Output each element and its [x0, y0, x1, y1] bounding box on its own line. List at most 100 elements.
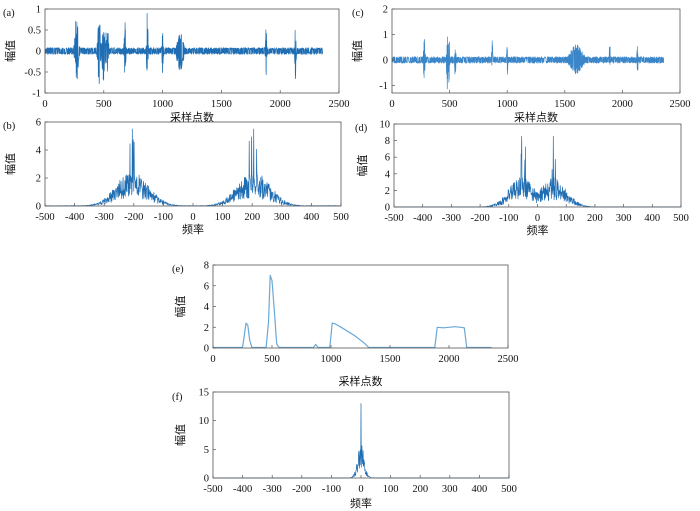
x-tick-label: 0	[389, 99, 394, 110]
y-tick-label: 2	[383, 5, 388, 16]
x-tick-label: 300	[616, 213, 632, 224]
y-axis-label: 幅值	[351, 40, 364, 62]
x-tick-label: 1500	[554, 99, 575, 110]
y-tick-label: 0	[383, 55, 388, 66]
x-axis-label: 采样点数	[514, 110, 558, 124]
y-tick-label: 10	[380, 120, 391, 131]
y-tick-label: 0	[204, 344, 209, 355]
axes-frame	[391, 8, 681, 94]
panel-label: (e)	[172, 264, 184, 275]
x-tick-label: 500	[442, 99, 458, 110]
x-tick-label: -200	[292, 484, 311, 495]
x-tick-label: 200	[244, 212, 260, 223]
y-tick-label: 1	[383, 30, 388, 41]
x-tick-label: -300	[442, 213, 461, 224]
series-line-c	[391, 36, 665, 90]
x-tick-label: 200	[587, 213, 603, 224]
x-tick-label: 0	[535, 213, 540, 224]
x-tick-label: 1500	[380, 354, 401, 365]
y-tick-label: 5	[204, 445, 209, 456]
x-tick-label: -400	[413, 213, 432, 224]
y-tick-label: 0	[36, 202, 41, 213]
panel-b: -500 -400 -300 -200 -100 0 100 200 300 400 500 0 2 4 6…	[3, 118, 349, 237]
x-axis-label: 频率	[350, 496, 372, 510]
series-line-f	[212, 403, 510, 479]
x-tick-label: -100	[322, 484, 341, 495]
x-tick-label: 0	[210, 354, 215, 365]
y-tick-label: 0	[204, 474, 209, 485]
y-axis-label: 幅值	[4, 40, 17, 62]
y-tick-label: 6	[204, 281, 209, 292]
x-tick-label: -300	[95, 212, 114, 223]
x-tick-label: 1500	[211, 99, 232, 110]
series-line-b	[44, 128, 342, 207]
y-tick-label: 4	[385, 169, 391, 180]
x-tick-label: 500	[96, 99, 112, 110]
x-axis-label: 采样点数	[339, 374, 383, 388]
x-tick-label: 500	[501, 484, 517, 495]
x-tick-label: 2000	[439, 354, 460, 365]
x-axis-label: 采样点数	[170, 110, 214, 124]
y-tick-label: -0.5	[24, 68, 41, 79]
axes-frame	[212, 264, 509, 349]
panel-f: -500 -400 -300 -200 -100 0 100 200 300 400 500 0 5 10…	[172, 388, 517, 511]
x-tick-label: 0	[358, 484, 363, 495]
x-axis-label: 频率	[527, 223, 549, 237]
panel-label: (b)	[3, 121, 16, 132]
y-tick-label: 0.5	[28, 26, 41, 37]
x-tick-label: -500	[384, 213, 403, 224]
x-tick-label: 400	[472, 484, 488, 495]
x-tick-label: -400	[233, 484, 252, 495]
x-tick-label: 1000	[152, 99, 173, 110]
x-tick-label: -200	[470, 213, 489, 224]
y-tick-label: 15	[199, 388, 210, 399]
panel-d: -500 -400 -300 -200 -100 0 100 200 300 400 500 0 2 4 6…	[355, 120, 689, 238]
x-axis-label: 频率	[182, 222, 204, 236]
x-tick-label: 0	[42, 99, 47, 110]
y-tick-label: 8	[204, 261, 209, 272]
y-axis-label: 幅值	[174, 424, 187, 446]
x-tick-label: 1000	[321, 354, 342, 365]
series-line-e	[213, 274, 492, 349]
y-tick-label: 2	[204, 323, 209, 334]
panel-e: 0 500 1000 1500 2000 2500 0 2 4 6 8 (e) 采样点数 幅值	[172, 261, 519, 389]
x-tick-label: -100	[499, 213, 518, 224]
x-tick-label: 400	[644, 213, 660, 224]
y-axis-label: 幅值	[356, 155, 369, 177]
panel-label: (f)	[172, 392, 183, 403]
x-tick-label: 500	[264, 354, 280, 365]
panel-label: (a)	[3, 8, 15, 19]
y-axis-label: 幅值	[174, 296, 187, 318]
x-tick-label: 500	[673, 213, 689, 224]
x-tick-label: 500	[333, 212, 349, 223]
x-tick-label: 2500	[329, 99, 350, 110]
series-line-a	[44, 12, 323, 84]
x-tick-label: -500	[203, 484, 222, 495]
y-tick-label: 0	[36, 47, 41, 58]
x-tick-label: 100	[558, 213, 574, 224]
y-tick-label: 6	[36, 118, 41, 129]
panel-a: 0 500 1000 1500 2000 2500 -1 -0.5 0 0.5 1 (a) 采样点数 幅值	[3, 5, 350, 125]
y-tick-label: 2	[385, 186, 390, 197]
x-tick-label: 2500	[670, 99, 691, 110]
x-tick-label: 300	[442, 484, 458, 495]
y-tick-label: -1	[32, 89, 41, 100]
x-tick-label: 100	[383, 484, 399, 495]
y-tick-label: 6	[385, 153, 390, 164]
y-tick-label: 2	[36, 174, 41, 185]
y-tick-label: 1	[36, 5, 41, 16]
x-tick-label: 100	[215, 212, 231, 223]
y-axis-label: 幅值	[4, 153, 17, 175]
y-tick-label: 10	[199, 416, 210, 427]
y-tick-label: 8	[385, 136, 390, 147]
y-tick-label: 0	[385, 203, 390, 214]
x-tick-label: -200	[124, 212, 143, 223]
x-tick-label: 400	[304, 212, 320, 223]
y-tick-label: 4	[204, 302, 210, 313]
panel-label: (c)	[352, 8, 364, 19]
x-tick-label: 2000	[270, 99, 291, 110]
x-tick-label: 1000	[497, 99, 518, 110]
x-tick-label: 0	[190, 212, 195, 223]
series-line-d	[393, 136, 682, 208]
